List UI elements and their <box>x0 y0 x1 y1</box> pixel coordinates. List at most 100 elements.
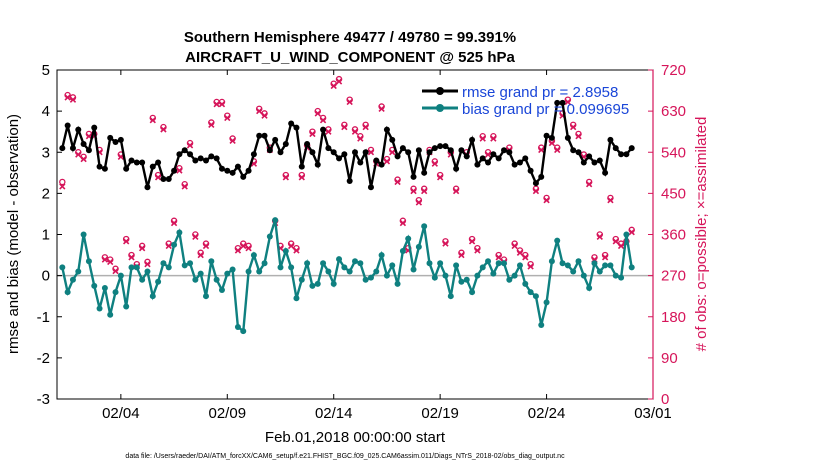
bias-point <box>516 262 523 269</box>
rmse-point <box>511 161 518 168</box>
obs-assimilated-point <box>527 263 534 270</box>
rmse-point <box>527 167 534 174</box>
obs-assimilated-point <box>532 187 540 195</box>
rmse-point <box>463 153 470 160</box>
y-tick-label: -1 <box>37 309 50 326</box>
bias-point <box>240 328 247 335</box>
rmse-point <box>208 153 215 160</box>
rmse-point <box>490 151 497 158</box>
x-axis: 02/04 02/09 02/14 02/19 02/24 03/01 <box>102 70 672 422</box>
obs-assimilated-point <box>484 151 492 158</box>
obs-assimilated-point <box>617 242 625 250</box>
rmse-point <box>426 149 433 156</box>
bias-point <box>607 262 614 269</box>
rmse-point <box>442 143 449 150</box>
bias-point <box>336 256 343 263</box>
bias-point <box>139 276 146 283</box>
obs-assimilated-point <box>256 107 263 115</box>
rmse-point <box>96 163 103 170</box>
bias-point <box>543 299 550 306</box>
bias-point <box>85 258 92 265</box>
bias-point <box>410 266 417 273</box>
y2-tick-label: 630 <box>661 103 686 120</box>
obs-assimilated-point <box>229 137 236 144</box>
obs-assimilated-point <box>261 112 268 119</box>
bias-point <box>144 268 151 275</box>
bias-point <box>91 282 98 289</box>
obs-assimilated-point <box>389 149 396 156</box>
obs-assimilated-point <box>282 174 289 181</box>
bias-point <box>59 264 66 271</box>
rmse-point <box>623 151 630 158</box>
bias-point <box>357 260 364 267</box>
bias-point <box>575 258 582 265</box>
bias-point <box>176 229 183 236</box>
obs-assimilated-point <box>335 78 343 85</box>
rmse-point <box>437 143 444 150</box>
obs-assimilated-point <box>596 233 603 240</box>
rmse-point <box>91 124 98 131</box>
bias-series <box>59 217 635 335</box>
x-axis-label: Feb.01,2018 00:00:00 start <box>265 429 446 446</box>
obs-assimilated-point <box>123 238 130 245</box>
y2-tick-label: 720 <box>661 62 686 79</box>
bias-point <box>399 247 406 254</box>
bias-point <box>421 223 428 230</box>
x-tick-label: 02/09 <box>209 405 247 422</box>
obs-assimilated-point <box>319 117 327 124</box>
bias-point <box>123 303 130 310</box>
rmse-point <box>80 141 87 148</box>
bias-point <box>304 260 311 267</box>
obs-assimilated-point <box>442 240 449 247</box>
obs-assimilated-point <box>80 155 87 163</box>
bias-point <box>538 321 545 328</box>
obs-assimilated-point <box>192 233 199 240</box>
rmse-point <box>298 163 305 170</box>
obs-assimilated-point <box>479 135 486 142</box>
obs-assimilated-point <box>128 254 135 261</box>
rmse-point <box>171 167 178 174</box>
rmse-point <box>256 132 263 139</box>
y2-tick-label: 270 <box>661 268 686 285</box>
bias-point <box>628 264 635 271</box>
bias-point <box>373 268 380 275</box>
rmse-point <box>224 167 231 174</box>
rmse-point <box>288 120 295 127</box>
bias-point <box>298 276 305 283</box>
legend-rmse-label: rmse grand pr = 2.8958 <box>462 84 618 101</box>
rmse-point <box>85 147 92 154</box>
obs-assimilated-point <box>383 158 391 165</box>
bias-point <box>187 260 194 267</box>
bias-point <box>346 268 353 275</box>
obs-assimilated-point <box>607 197 614 204</box>
bias-point <box>474 272 481 279</box>
bias-point <box>224 270 231 277</box>
bias-point <box>272 217 279 224</box>
bias-point <box>160 260 167 267</box>
obs-assimilated-point <box>240 242 247 250</box>
rmse-point <box>304 141 311 148</box>
rmse-point <box>165 175 172 182</box>
bias-point <box>570 268 577 275</box>
obs-assimilated-point <box>202 242 210 250</box>
rmse-point <box>522 155 529 162</box>
rmse-point <box>240 173 247 180</box>
obs-assimilated-point <box>522 254 529 261</box>
rmse-point <box>293 124 300 131</box>
rmse-point <box>197 155 204 162</box>
rmse-point <box>421 169 428 176</box>
obs-assimilated-point <box>224 114 231 122</box>
rmse-point <box>596 157 603 164</box>
obs-assimilated-point <box>367 149 375 156</box>
rmse-point <box>501 147 507 154</box>
x-tick-label: 02/14 <box>315 405 353 422</box>
bias-point <box>453 262 460 269</box>
x-tick-label: 02/24 <box>528 405 566 422</box>
rmse-point <box>367 184 374 191</box>
bias-point <box>442 272 449 279</box>
rmse-point <box>75 126 82 133</box>
obs-assimilated-point <box>64 94 71 101</box>
obs-assimilated-point <box>554 146 561 154</box>
obs-assimilated-point <box>458 251 465 259</box>
obs-assimilated-point <box>548 139 556 147</box>
